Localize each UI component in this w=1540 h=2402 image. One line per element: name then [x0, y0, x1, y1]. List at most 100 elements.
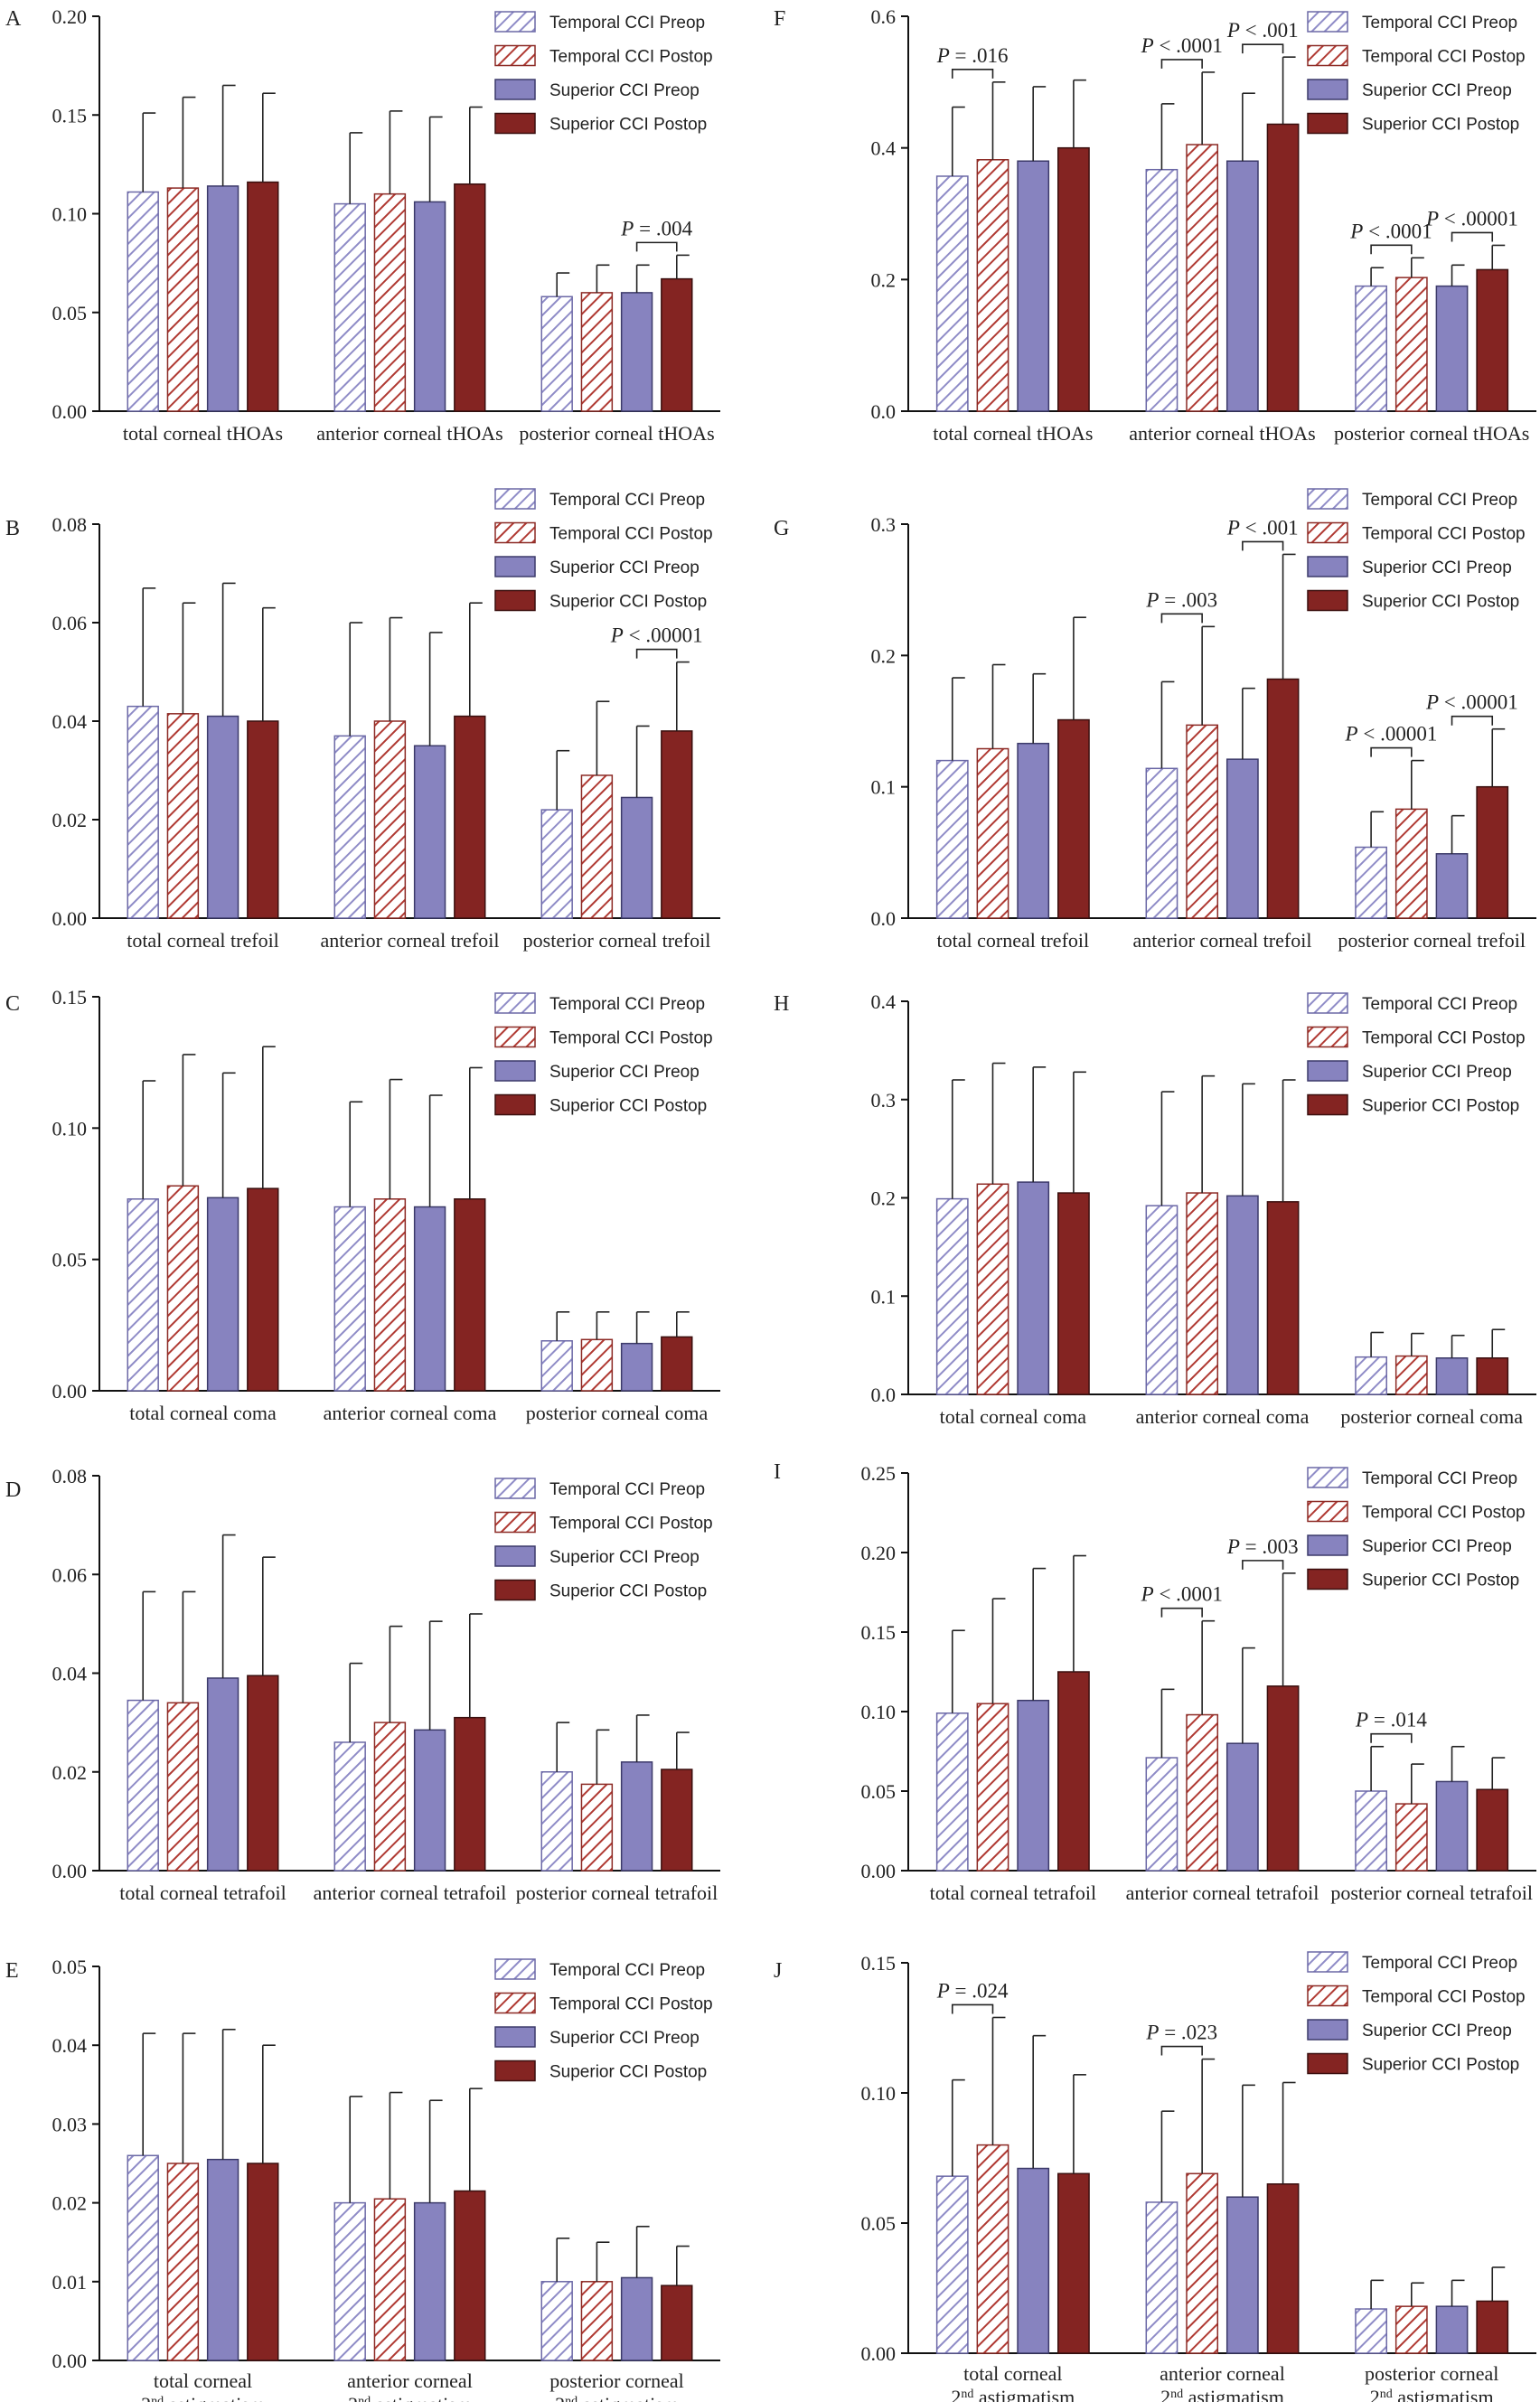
bar-temporal-cci-postop — [166, 1185, 200, 1392]
y-tick-label: 0.03 — [52, 2113, 88, 2135]
x-category-label: anterior corneal coma — [1136, 1405, 1310, 1428]
legend: Temporal CCI Preop Temporal CCI Postop Sup… — [494, 992, 713, 1116]
legend-swatch — [1307, 992, 1348, 1014]
legend-label: Temporal CCI Postop — [1362, 1504, 1526, 1523]
bar-temporal-cci-postop — [166, 1702, 200, 1872]
legend-label: Superior CCI Postop — [549, 593, 707, 612]
legend: Temporal CCI Preop Temporal CCI Postop Sup… — [494, 11, 713, 135]
bar-temporal-cci-preop — [540, 1771, 573, 1872]
y-tick-label: 0.15 — [861, 1621, 897, 1644]
x-category-label-line2: 2nd astigmatism — [951, 2386, 1075, 2402]
y-tick-label: 0.00 — [52, 1860, 88, 1882]
bar-temporal-cci-preop — [540, 2281, 573, 2361]
y-tick-label: 0.04 — [52, 2034, 88, 2057]
significance-bracket — [1370, 1732, 1413, 1743]
panel-letter: A — [5, 7, 22, 31]
significance-bracket — [635, 648, 678, 659]
p-symbol: P — [1425, 691, 1439, 714]
y-tick-label: 0.05 — [52, 1956, 88, 1978]
y-tick-label: 0.0 — [871, 400, 897, 423]
bar-superior-cci-preop — [413, 1206, 446, 1392]
legend-label: Temporal CCI Preop — [1362, 995, 1517, 1014]
bar-superior-cci-postop — [1266, 1685, 1300, 1872]
legend-swatch — [1307, 2052, 1348, 2075]
x-category-label-line2: 2nd astigmatism — [1160, 2386, 1284, 2402]
bar-temporal-cci-preop — [127, 1699, 159, 1872]
bar-temporal-cci-preop — [127, 705, 159, 919]
bar-superior-cci-postop — [247, 181, 279, 412]
p-symbol: P — [1425, 207, 1439, 230]
p-value-text: < .0001 — [1154, 34, 1223, 57]
bar-superior-cci-preop — [1225, 2196, 1259, 2354]
p-symbol: P — [1141, 34, 1154, 57]
significance-bracket — [1451, 715, 1494, 726]
bar-superior-cci-postop — [1057, 2172, 1090, 2354]
bar-superior-cci-postop — [1266, 123, 1300, 412]
legend-swatch — [1307, 1467, 1348, 1488]
bar-temporal-cci-postop — [976, 2144, 1009, 2354]
bar-superior-cci-postop — [1266, 678, 1300, 919]
bar-temporal-cci-preop — [1145, 1757, 1178, 1872]
y-tick-label: 0.00 — [52, 400, 88, 423]
bar-superior-cci-preop — [620, 1761, 653, 1872]
legend-swatch — [494, 1511, 536, 1534]
y-tick-label: 0.02 — [52, 1761, 88, 1784]
y-tick-label: 0.2 — [871, 644, 897, 667]
bar-superior-cci-postop — [247, 1675, 279, 1872]
x-category-label-line1: anterior corneal — [1160, 2362, 1285, 2385]
bar-superior-cci-postop — [661, 277, 693, 412]
legend-label: Temporal CCI Postop — [549, 1995, 713, 2014]
p-value-label: P < .0001 — [1141, 1583, 1223, 1606]
bar-superior-cci-postop — [1057, 718, 1090, 919]
legend-swatch — [1307, 1500, 1348, 1523]
x-category-label-line1: total corneal — [154, 2369, 252, 2392]
bar-temporal-cci-preop — [1145, 767, 1178, 919]
legend-swatch — [1307, 556, 1348, 577]
panel-letter: D — [5, 1478, 21, 1502]
bar-superior-cci-preop — [413, 745, 446, 919]
p-value-text: = .014 — [1368, 1709, 1427, 1731]
panel-letter: G — [774, 517, 789, 540]
legend-label: Superior CCI Postop — [1362, 2056, 1519, 2075]
legend-label: Temporal CCI Postop — [549, 1515, 713, 1534]
bar-superior-cci-preop — [1017, 160, 1050, 412]
legend-swatch — [494, 2060, 536, 2082]
legend-label: Temporal CCI Preop — [549, 14, 705, 33]
legend-label: Superior CCI Postop — [1362, 593, 1519, 612]
y-tick-label: 0.05 — [52, 302, 88, 324]
significance-bracket — [1242, 540, 1284, 551]
legend: Temporal CCI Preop Temporal CCI Postop Sup… — [494, 1958, 713, 2082]
p-value-text: = .003 — [1240, 1535, 1299, 1558]
bar-temporal-cci-preop — [1355, 2308, 1387, 2354]
legend-label: Temporal CCI Preop — [549, 995, 705, 1014]
y-tick-label: 0.00 — [861, 2342, 897, 2365]
x-category-label: posterior corneal coma — [526, 1402, 709, 1424]
bar-temporal-cci-postop — [580, 774, 614, 919]
chart-panel-g: G 0.0 0.1 0.2 0.3 total corneal trefoil anteri… — [774, 488, 1536, 952]
bar-temporal-cci-postop — [976, 1703, 1009, 1872]
bar-superior-cci-postop — [661, 1336, 693, 1392]
p-symbol: P — [936, 1979, 950, 2002]
bar-superior-cci-postop — [247, 1187, 279, 1392]
bar-superior-cci-preop — [1017, 742, 1050, 919]
legend-swatch — [1307, 1534, 1348, 1556]
bar-superior-cci-postop — [1476, 785, 1509, 919]
p-value-label: P = .024 — [936, 1979, 1009, 2002]
bar-temporal-cci-preop — [333, 202, 366, 412]
legend-swatch — [1307, 112, 1348, 135]
p-value-text: < .00001 — [1358, 723, 1438, 746]
x-category-label-line2: 2nd astigmatism — [348, 2393, 472, 2402]
legend-swatch — [494, 44, 536, 67]
legend: Temporal CCI Preop Temporal CCI Postop Sup… — [1307, 11, 1526, 135]
p-value-label: P < .001 — [1226, 19, 1299, 42]
x-category-label: anterior corneal tetrafoil — [1126, 1881, 1319, 1904]
bar-superior-cci-preop — [1435, 1357, 1469, 1395]
panel-letter: B — [5, 517, 20, 540]
bar-superior-cci-preop — [1435, 285, 1469, 412]
legend-label: Superior CCI Preop — [549, 1548, 700, 1567]
legend-label: Temporal CCI Preop — [549, 1961, 705, 1980]
y-tick-label: 0.15 — [861, 1952, 897, 1975]
y-tick-label: 0.06 — [52, 612, 88, 634]
